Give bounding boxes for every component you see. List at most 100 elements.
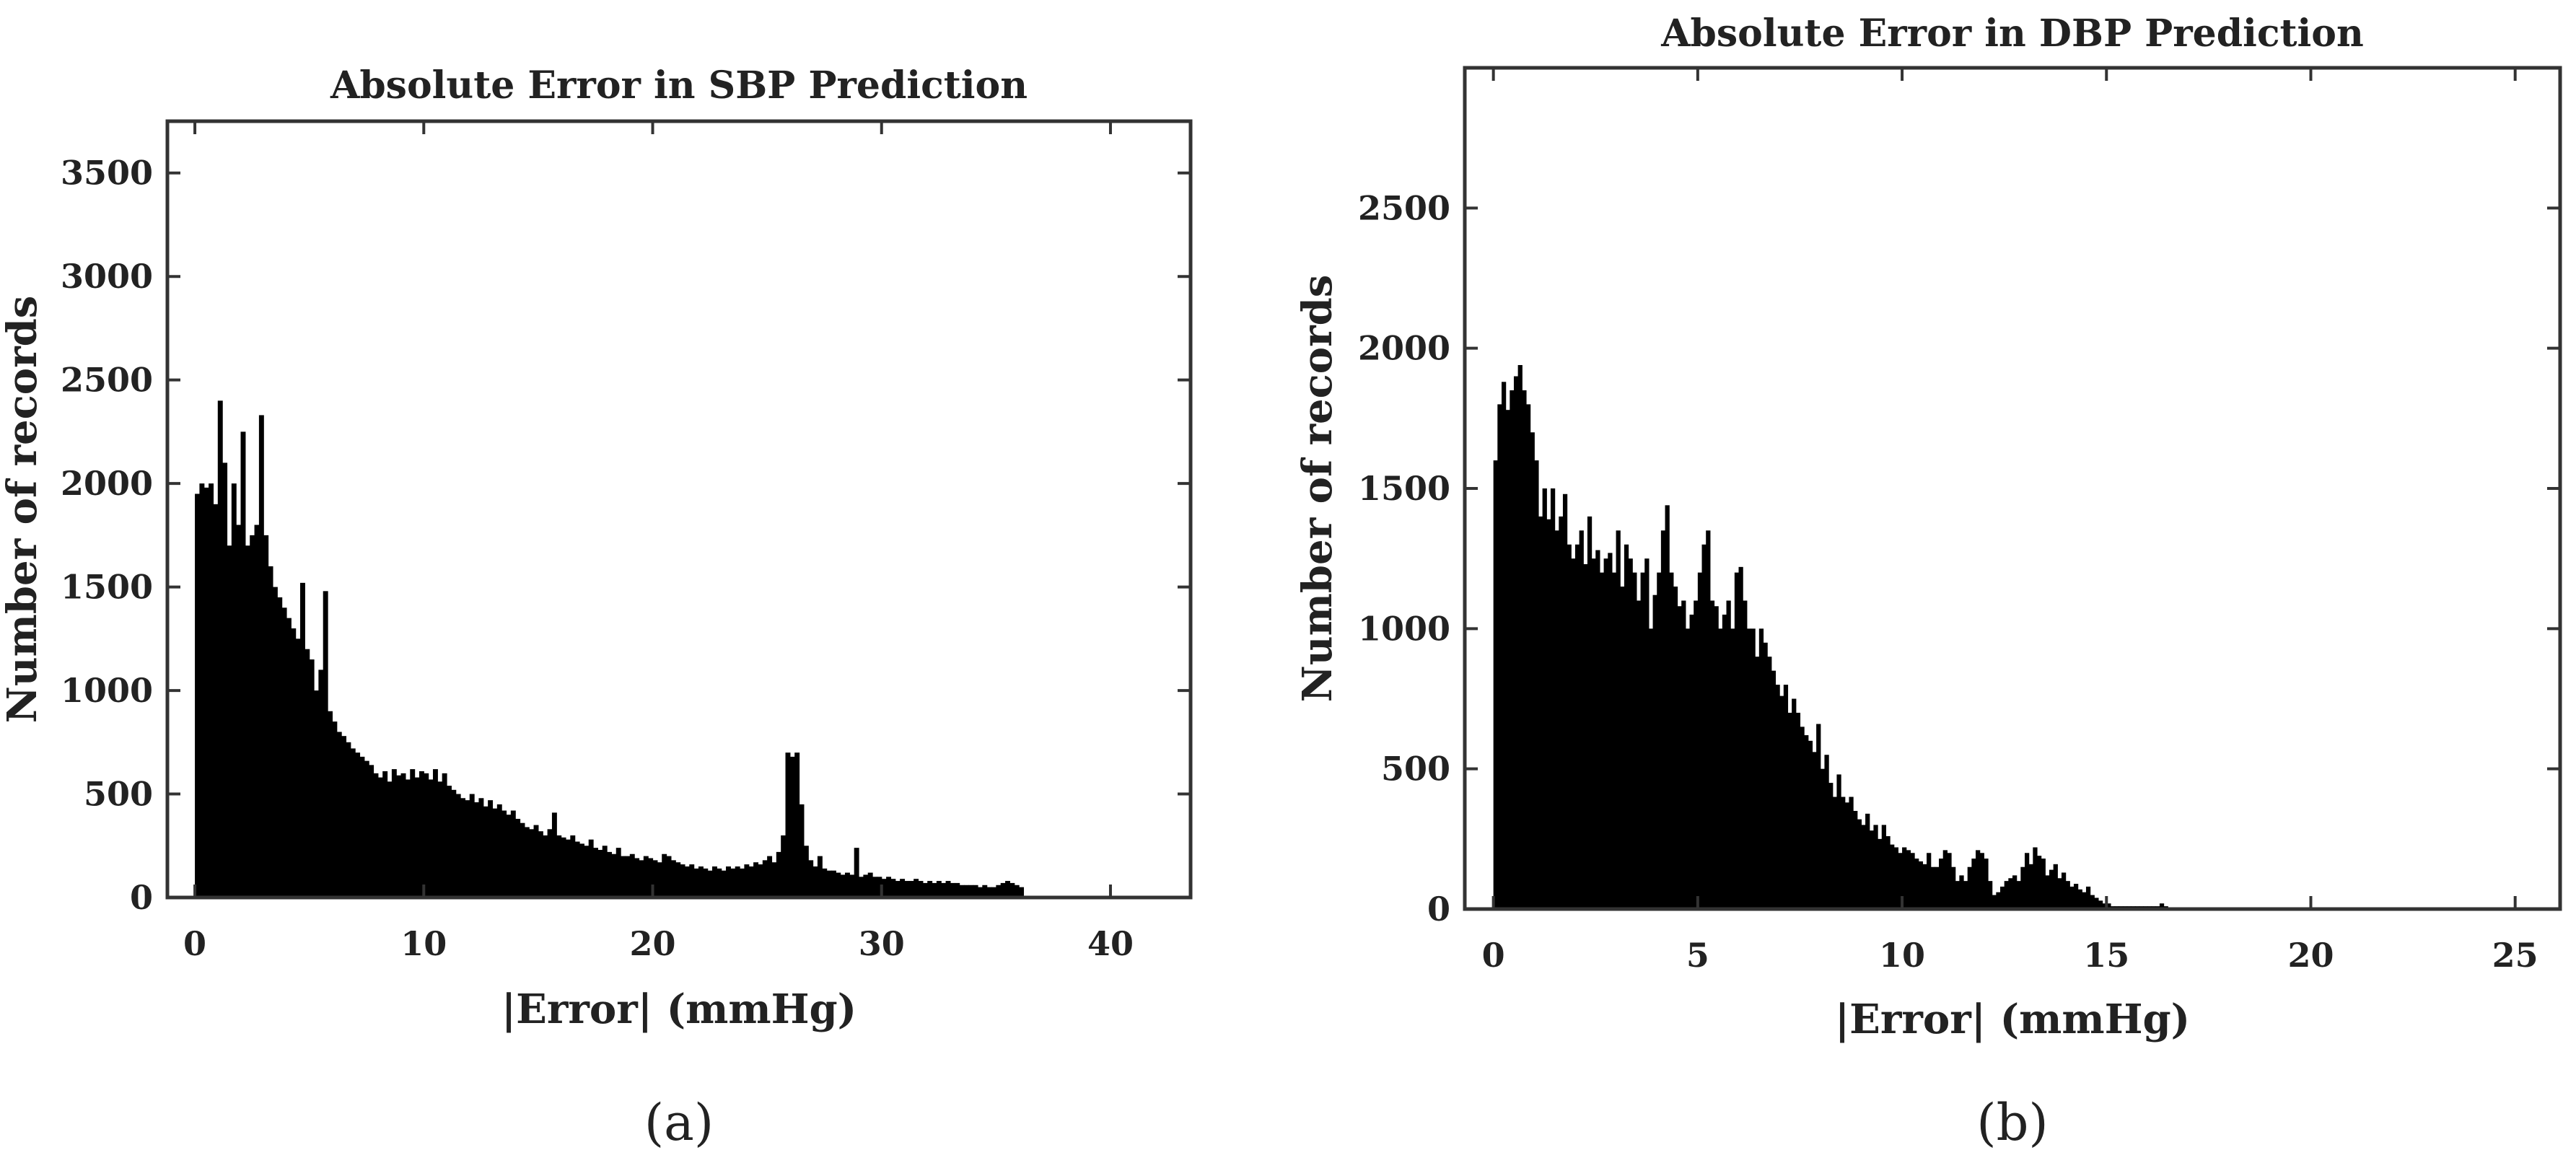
histogram-bar: [1562, 493, 1568, 909]
histogram-bar: [927, 881, 933, 898]
histogram-bar: [639, 860, 644, 898]
histogram-bar: [849, 874, 855, 898]
histogram-bar: [2045, 875, 2050, 909]
y-tick-label: 0: [1427, 890, 1450, 929]
x-tick-label: 10: [1879, 936, 1925, 975]
histogram-bar: [506, 815, 512, 898]
histogram-bar: [364, 760, 369, 898]
histogram-bar: [254, 525, 260, 898]
histogram-bar: [359, 756, 365, 898]
histogram-bar: [332, 721, 338, 898]
histogram-bar: [1730, 628, 1735, 909]
histogram-bar: [2012, 875, 2018, 909]
histogram-bar: [1624, 544, 1629, 909]
histogram-bar: [488, 800, 494, 898]
histogram-bar: [963, 885, 969, 898]
histogram-bar: [1885, 835, 1891, 909]
x-tick-label: 30: [859, 924, 905, 963]
histogram-bar: [209, 483, 214, 898]
histogram-bar: [740, 868, 745, 898]
histogram-bar: [785, 752, 791, 898]
histogram-bar: [1930, 866, 1935, 909]
histogram-bar: [1501, 382, 1507, 909]
histogram-bar: [203, 487, 209, 898]
histogram-bar: [556, 835, 562, 898]
histogram-bar: [291, 628, 297, 898]
histogram-bar: [1718, 628, 1723, 909]
histogram-bar: [588, 839, 594, 898]
histogram-bar: [451, 789, 457, 898]
histogram-bar: [424, 773, 429, 898]
histogram-bar: [1979, 853, 1984, 909]
histogram-bar: [607, 851, 613, 898]
histogram-bar: [1538, 516, 1543, 909]
histogram-bar: [730, 868, 736, 898]
histogram-bar: [551, 812, 557, 898]
histogram-bar: [341, 736, 347, 898]
x-tick-label: 5: [1686, 936, 1709, 975]
histogram-bar: [707, 870, 713, 898]
x-tick-label: 20: [630, 924, 676, 963]
histogram-bar: [1510, 390, 1515, 909]
y-tick-label: 500: [84, 775, 153, 814]
histogram-bar: [877, 877, 882, 898]
histogram-bar: [1000, 882, 1006, 898]
histogram-bar: [496, 804, 502, 898]
histogram-bar: [2094, 898, 2099, 909]
histogram-bar: [986, 887, 992, 898]
histogram-bar: [721, 870, 727, 898]
histogram-bar: [867, 872, 873, 898]
histogram-bar: [1673, 587, 1678, 909]
histogram-bar: [1910, 853, 1915, 909]
histogram-bar: [776, 851, 781, 898]
histogram-bar: [2016, 881, 2021, 909]
histogram-bar: [1902, 847, 1907, 909]
histogram-bar: [844, 872, 850, 898]
histogram-bar: [1992, 895, 1997, 909]
histogram-bar: [277, 597, 283, 898]
histogram-bar: [309, 659, 315, 898]
histogram-bar: [1608, 553, 1613, 909]
histogram-bar: [1976, 850, 1981, 909]
histogram-bar: [1587, 516, 1593, 909]
x-axis-label: |Error| (mmHg): [1835, 996, 2190, 1043]
histogram-bar: [602, 846, 608, 898]
x-tick-label: 20: [2287, 936, 2334, 975]
histogram-bar: [2073, 884, 2079, 909]
histogram-bar: [405, 779, 411, 898]
histogram-bar: [1505, 410, 1510, 909]
histogram-bar: [1771, 670, 1777, 909]
y-tick-label: 1500: [1358, 469, 1450, 508]
histogram-bar: [350, 748, 356, 898]
histogram-bar: [1009, 882, 1015, 898]
histogram-bar: [1636, 600, 1642, 909]
histogram-bar: [1005, 881, 1010, 898]
histogram-bar: [1763, 642, 1768, 909]
histogram-bar: [615, 848, 621, 898]
histogram-bar: [895, 881, 901, 898]
histogram-bar: [1893, 847, 1898, 909]
histogram-bar: [1620, 587, 1625, 909]
histogram-bar: [1014, 885, 1020, 898]
histogram-bar: [2049, 869, 2054, 909]
histogram-bar: [753, 862, 759, 898]
histogram-bar: [1865, 813, 1870, 909]
histogram-bar: [286, 618, 292, 898]
histogram-bar: [1955, 881, 1960, 909]
histogram-bar: [1706, 530, 1711, 909]
histogram-bar: [1849, 796, 1854, 909]
histogram-bar: [478, 798, 484, 898]
histogram-bar: [936, 881, 942, 898]
histogram-bar: [400, 773, 406, 898]
histogram-bar: [1841, 796, 1846, 909]
histogram-bar: [492, 808, 498, 898]
histogram-bar: [693, 868, 699, 898]
histogram-bar: [281, 607, 287, 898]
histogram-bar: [680, 864, 685, 898]
histogram-bar: [977, 887, 983, 898]
histogram-bar: [593, 848, 598, 898]
panel-caption: (b): [1976, 1093, 2048, 1152]
histogram-bar: [1517, 364, 1523, 909]
chart-panel-1: 0 5 10 15 20 25 0 500 1000 1500 2000 2500 Absolute E…: [1294, 12, 2562, 1152]
histogram-bar: [483, 806, 489, 898]
